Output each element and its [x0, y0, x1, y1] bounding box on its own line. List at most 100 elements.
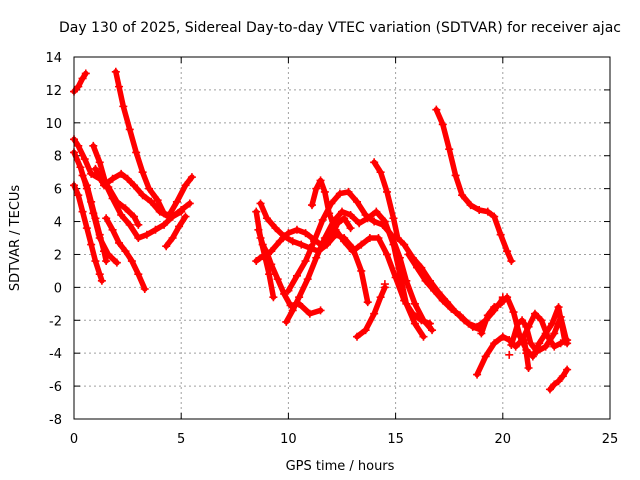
data-point — [160, 220, 169, 229]
data-point — [91, 257, 100, 266]
data-point — [320, 234, 329, 242]
data-point — [181, 212, 190, 221]
data-point — [383, 250, 392, 259]
data-point — [365, 234, 374, 242]
data-point — [258, 252, 267, 261]
series-track-1 — [70, 69, 90, 96]
data-point — [262, 214, 271, 223]
data-point — [181, 181, 190, 190]
data-point — [121, 247, 130, 256]
data-point — [100, 247, 109, 256]
data-point — [400, 240, 409, 249]
data-point — [297, 240, 306, 249]
series-trace — [371, 159, 485, 333]
data-point — [563, 339, 572, 348]
data-point — [130, 212, 139, 221]
x-tick-labels: 0 5 10 15 20 25 — [70, 432, 618, 447]
series-track-16 — [282, 207, 428, 341]
data-point — [252, 257, 261, 266]
data-point — [87, 169, 96, 178]
data-point — [535, 339, 544, 348]
data-point — [537, 316, 546, 325]
data-point — [526, 339, 535, 348]
data-point — [473, 322, 482, 331]
x-axis-label: GPS time / hours — [286, 459, 395, 474]
series-track-10 — [162, 212, 190, 251]
data-point — [528, 352, 537, 361]
y-tick-label: 4 — [54, 216, 62, 231]
data-point — [134, 234, 143, 242]
data-point — [273, 275, 282, 284]
data-point — [483, 311, 492, 320]
data-point — [125, 125, 134, 134]
data-point — [515, 332, 524, 341]
series-track-4 — [70, 181, 106, 285]
data-point — [252, 207, 261, 216]
data-point — [421, 276, 430, 285]
data-point — [372, 207, 381, 216]
y-tick-label: -2 — [49, 314, 62, 329]
data-point — [522, 322, 531, 331]
y-tick-label: 10 — [45, 117, 62, 132]
data-point — [140, 285, 149, 294]
data-point — [305, 309, 314, 318]
data-point — [490, 339, 499, 348]
data-point — [160, 209, 169, 218]
data-point — [267, 260, 276, 269]
data-point — [254, 225, 263, 234]
series-track-25 — [520, 336, 533, 372]
series-trace — [508, 314, 570, 355]
data-point — [185, 199, 194, 208]
isolated-point — [498, 293, 507, 302]
data-point — [473, 370, 482, 379]
data-point — [353, 197, 362, 206]
data-point — [348, 247, 357, 256]
data-point — [361, 326, 370, 335]
data-series — [70, 67, 572, 394]
data-point — [282, 317, 291, 326]
data-point — [475, 206, 484, 215]
data-point — [81, 69, 90, 78]
data-point — [320, 187, 329, 196]
data-point — [95, 230, 104, 239]
data-point — [123, 174, 132, 183]
series-trace — [283, 208, 427, 340]
data-point — [95, 270, 104, 279]
data-point — [374, 234, 383, 242]
data-point — [130, 181, 139, 190]
series-track-18 — [370, 158, 486, 335]
data-point — [91, 214, 100, 223]
data-point — [451, 171, 460, 180]
data-point — [115, 82, 124, 91]
data-point — [316, 306, 325, 315]
data-point — [117, 169, 126, 178]
x-tick-label: 0 — [70, 432, 78, 447]
data-point — [91, 164, 100, 173]
data-point — [284, 286, 293, 295]
data-point — [353, 332, 362, 341]
data-point — [558, 372, 567, 381]
data-point — [89, 141, 98, 150]
isolated-point — [380, 280, 389, 289]
data-point — [466, 201, 475, 210]
data-point — [111, 67, 120, 76]
data-point — [76, 163, 85, 172]
data-point — [292, 271, 301, 280]
data-point — [393, 234, 402, 242]
data-point — [303, 275, 312, 284]
data-point — [335, 189, 344, 198]
data-point — [138, 191, 147, 200]
data-point — [80, 155, 89, 164]
data-point — [455, 311, 464, 320]
data-point — [370, 217, 379, 226]
data-point — [346, 224, 355, 233]
data-point — [530, 309, 539, 318]
data-point — [340, 237, 349, 246]
data-point — [74, 141, 83, 150]
data-point — [496, 299, 505, 308]
data-point — [97, 276, 106, 285]
data-point — [78, 171, 87, 180]
data-point — [370, 309, 379, 318]
y-tick-label: -6 — [49, 380, 62, 395]
